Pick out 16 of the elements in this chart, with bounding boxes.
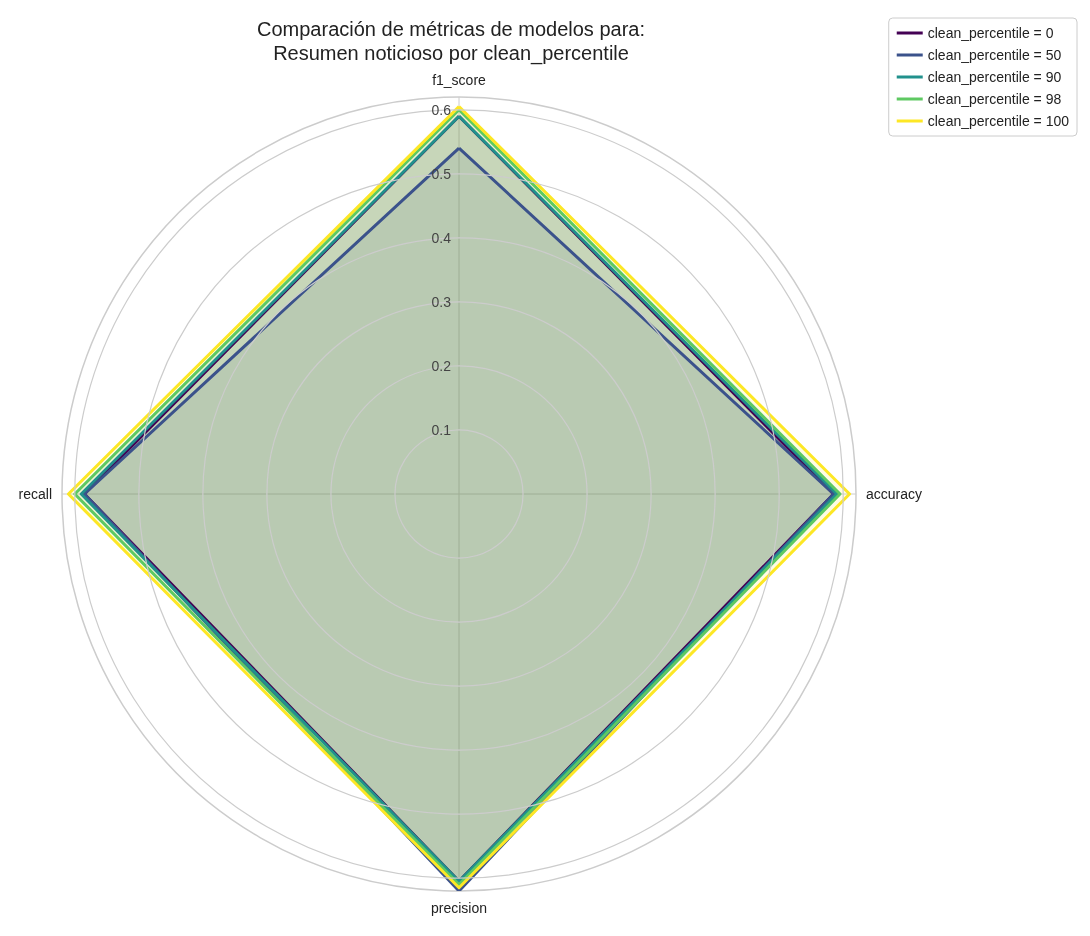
legend-label: clean_percentile = 100 bbox=[927, 113, 1070, 129]
y-tick-label: 0.5 bbox=[431, 165, 452, 182]
y-tick-label: 0.4 bbox=[431, 229, 452, 246]
legend-label: clean_percentile = 0 bbox=[927, 25, 1054, 41]
text: Comparación de métricas de modelos para: Resumen noticioso por clean_percentile bbox=[257, 18, 645, 65]
spoke-label: precision bbox=[430, 900, 488, 916]
spoke-label: accuracy bbox=[866, 486, 923, 502]
spoke-label: recall bbox=[18, 486, 52, 502]
legend-label: clean_percentile = 98 bbox=[927, 91, 1062, 107]
y-tick-label: 0.1 bbox=[431, 421, 452, 438]
legend-label: clean_percentile = 50 bbox=[927, 47, 1062, 63]
y-tick-label: 0.2 bbox=[431, 357, 452, 374]
spoke-label: f1_score bbox=[432, 72, 487, 88]
legend-label: clean_percentile = 90 bbox=[927, 69, 1062, 85]
y-tick-label: 0.6 bbox=[431, 101, 452, 118]
y-tick-label: 0.3 bbox=[431, 293, 452, 310]
